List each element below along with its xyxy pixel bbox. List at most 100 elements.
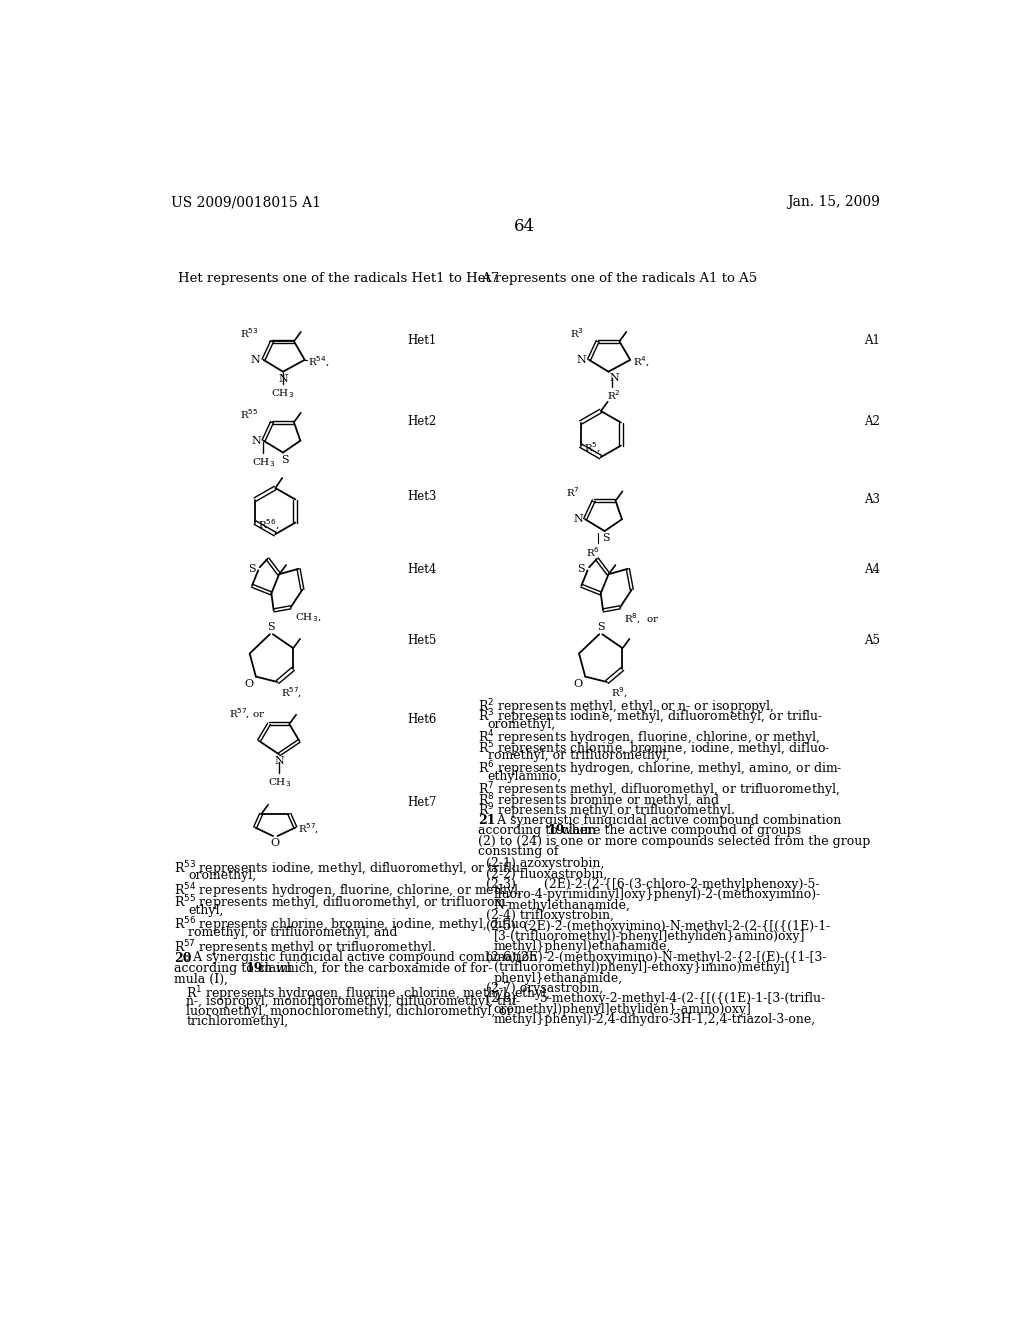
Text: S: S [578, 564, 586, 574]
Text: N: N [251, 355, 260, 364]
Text: according to claim: according to claim [478, 825, 600, 837]
Text: oromethyl,: oromethyl, [188, 870, 257, 883]
Text: R$^{2}$ represents methyl, ethyl, or n- or isopropyl,: R$^{2}$ represents methyl, ethyl, or n- … [478, 697, 775, 717]
Text: S: S [597, 622, 604, 632]
Text: 64: 64 [514, 218, 536, 235]
Text: ethylamino,: ethylamino, [487, 770, 562, 783]
Text: A3: A3 [864, 494, 881, 507]
Text: N: N [577, 355, 586, 364]
Text: (2) to (24) is one or more compounds selected from the group: (2) to (24) is one or more compounds sel… [478, 834, 870, 847]
Text: R$^{3}$ represents iodine, methyl, difluoromethyl, or triflu-: R$^{3}$ represents iodine, methyl, diflu… [478, 708, 823, 727]
Text: R$^{1}$ represents hydrogen, fluorine, chlorine, methyl, ethyl,: R$^{1}$ represents hydrogen, fluorine, c… [186, 985, 551, 1003]
Text: fluoro-4-pyrimidinyl]oxy}phenyl)-2-(methoxyimino)-: fluoro-4-pyrimidinyl]oxy}phenyl)-2-(meth… [494, 888, 821, 902]
Text: Het1: Het1 [407, 334, 436, 347]
Text: CH$_3$: CH$_3$ [267, 776, 291, 789]
Text: R$^{53}$: R$^{53}$ [240, 326, 258, 339]
Text: consisting of: consisting of [478, 845, 559, 858]
Text: R$^{54}$ represents hydrogen, fluorine, chlorine, or methyl,: R$^{54}$ represents hydrogen, fluorine, … [174, 882, 522, 902]
Text: luoromethyl, monochloromethyl, dichloromethyl, or: luoromethyl, monochloromethyl, dichlorom… [186, 1005, 513, 1018]
Text: R$^{7}$ represents methyl, difluoromethyl, or trifluoromethyl,: R$^{7}$ represents methyl, difluoromethy… [478, 780, 841, 800]
Text: (2-2) fluoxastrobin,: (2-2) fluoxastrobin, [486, 867, 607, 880]
Text: N: N [252, 436, 261, 446]
Text: phenyl}ethanamide,: phenyl}ethanamide, [494, 972, 623, 985]
Text: N-methylethanamide,: N-methylethanamide, [494, 899, 631, 912]
Text: n-, isopropyl, monofluoromethyl, difluoromethyl, trif-: n-, isopropyl, monofluoromethyl, difluor… [186, 995, 520, 1007]
Text: R$^{8}$ represents bromine or methyl, and: R$^{8}$ represents bromine or methyl, an… [478, 791, 721, 810]
Text: R$^{7}$: R$^{7}$ [566, 486, 580, 499]
Text: S: S [281, 455, 289, 465]
Text: R$^{57}$,: R$^{57}$, [282, 686, 303, 701]
Text: R$^{5}$ represents chlorine, bromine, iodine, methyl, difluo-: R$^{5}$ represents chlorine, bromine, io… [478, 739, 830, 759]
Text: R$^{55}$: R$^{55}$ [240, 407, 258, 421]
Text: according to claim: according to claim [174, 962, 297, 975]
Text: R$^{4}$,: R$^{4}$, [633, 354, 650, 368]
Text: romethyl, or trifluoromethyl, and: romethyl, or trifluoromethyl, and [188, 927, 398, 939]
Text: R$^{3}$: R$^{3}$ [569, 326, 584, 339]
Text: methyl}phenyl)-2,4-dihydro-3H-1,2,4-triazol-3-one,: methyl}phenyl)-2,4-dihydro-3H-1,2,4-tria… [494, 1014, 816, 1026]
Text: 21: 21 [478, 814, 496, 828]
Text: Jan. 15, 2009: Jan. 15, 2009 [786, 195, 880, 210]
Text: 20: 20 [174, 952, 193, 965]
Text: S: S [267, 622, 275, 632]
Text: A1: A1 [864, 334, 880, 347]
Text: (trifluoromethyl)phenyl]-ethoxy}imino)methyl]: (trifluoromethyl)phenyl]-ethoxy}imino)me… [494, 961, 790, 974]
Text: R$^{56}$ represents chlorine, bromine, iodine, methyl, difluo-: R$^{56}$ represents chlorine, bromine, i… [174, 916, 532, 936]
Text: N: N [573, 515, 583, 524]
Text: Het7: Het7 [407, 796, 436, 809]
Text: (2-1) azoxystrobin,: (2-1) azoxystrobin, [486, 857, 604, 870]
Text: R$^{57}$,: R$^{57}$, [299, 822, 319, 837]
Text: CH$_3$,: CH$_3$, [295, 611, 321, 624]
Text: R$^{9}$,: R$^{9}$, [611, 686, 628, 701]
Text: R$^{5}$,: R$^{5}$, [584, 441, 601, 455]
Text: ethyl,: ethyl, [188, 904, 224, 917]
Text: N: N [609, 374, 620, 383]
Text: (2-5)  (2E)-2-(methoxyimino)-N-methyl-2-(2-{[({(1E)-1-: (2-5) (2E)-2-(methoxyimino)-N-methyl-2-(… [486, 920, 830, 932]
Text: A5: A5 [864, 635, 881, 647]
Text: O: O [270, 837, 280, 847]
Text: (2-7) orysastrobin,: (2-7) orysastrobin, [486, 982, 603, 995]
Text: where the active compound of groups: where the active compound of groups [557, 825, 802, 837]
Text: Het4: Het4 [407, 562, 436, 576]
Text: O: O [245, 678, 254, 689]
Text: Het represents one of the radicals Het1 to Het7: Het represents one of the radicals Het1 … [178, 272, 500, 285]
Text: methyl}phenyl)ethanamide,: methyl}phenyl)ethanamide, [494, 940, 671, 953]
Text: S: S [248, 564, 256, 574]
Text: R$^{54}$,: R$^{54}$, [308, 354, 330, 368]
Text: R$^{57}$, or: R$^{57}$, or [229, 706, 266, 721]
Text: [3-(trifluoromethyl)-phenyl]ethyliden}amino)oxy]: [3-(trifluoromethyl)-phenyl]ethyliden}am… [494, 929, 805, 942]
Text: R$^{57}$ represents methyl or trifluoromethyl.: R$^{57}$ represents methyl or trifluorom… [174, 939, 436, 957]
Text: R$^{9}$ represents methyl or trifluoromethyl.: R$^{9}$ represents methyl or trifluorome… [478, 801, 735, 821]
Text: S: S [602, 533, 610, 544]
Text: oromethyl,: oromethyl, [487, 718, 556, 731]
Text: A2: A2 [864, 414, 880, 428]
Text: romethyl, or trifluoromethyl,: romethyl, or trifluoromethyl, [487, 750, 670, 763]
Text: R$^{6}$ represents hydrogen, chlorine, methyl, amino, or dim-: R$^{6}$ represents hydrogen, chlorine, m… [478, 760, 843, 779]
Text: (2-4) trifloxystrobin,: (2-4) trifloxystrobin, [486, 909, 614, 923]
Text: R$^{8}$,  or: R$^{8}$, or [624, 611, 659, 626]
Text: R$^{55}$ represents methyl, difluoromethyl, or trifluorom-: R$^{55}$ represents methyl, difluorometh… [174, 894, 512, 913]
Text: (2-6)(2E)-2-(methoxyimino)-N-methyl-2-{2-[(E)-({1-[3-: (2-6)(2E)-2-(methoxyimino)-N-methyl-2-{2… [486, 950, 826, 964]
Text: R$^{56}$,: R$^{56}$, [258, 517, 280, 532]
Text: N: N [274, 756, 284, 766]
Text: 19: 19 [246, 962, 263, 975]
Text: R$^{6}$: R$^{6}$ [586, 545, 600, 558]
Text: Het2: Het2 [407, 414, 436, 428]
Text: Het6: Het6 [407, 713, 436, 726]
Text: (2-3)       (2E)-2-(2-{[6-(3-chloro-2-methylphenoxy)-5-: (2-3) (2E)-2-(2-{[6-(3-chloro-2-methylph… [486, 878, 819, 891]
Text: trichloromethyl,: trichloromethyl, [186, 1015, 288, 1028]
Text: A represents one of the radicals A1 to A5: A represents one of the radicals A1 to A… [480, 272, 757, 285]
Text: R$^{53}$ represents iodine, methyl, difluoromethyl, or triflu-: R$^{53}$ represents iodine, methyl, difl… [174, 859, 525, 879]
Text: CH$_3$: CH$_3$ [271, 387, 295, 400]
Text: (2-8)      5-methoxy-2-methyl-4-(2-{[({(1E)-1-[3-(triflu-: (2-8) 5-methoxy-2-methyl-4-(2-{[({(1E)-1… [486, 993, 825, 1006]
Text: R$^{2}$: R$^{2}$ [607, 388, 621, 403]
Text: Het5: Het5 [407, 635, 436, 647]
Text: N: N [279, 374, 288, 384]
Text: in which, for the carboxamide of for-: in which, for the carboxamide of for- [256, 962, 493, 975]
Text: 19: 19 [547, 825, 564, 837]
Text: O: O [573, 678, 583, 689]
Text: A4: A4 [864, 562, 881, 576]
Text: : A synergistic fungicidal active compound combination: : A synergistic fungicidal active compou… [185, 952, 538, 965]
Text: mula (I),: mula (I), [174, 973, 228, 985]
Text: : A synergistic fungicidal active compound combination: : A synergistic fungicidal active compou… [489, 814, 842, 828]
Text: Het3: Het3 [407, 490, 436, 503]
